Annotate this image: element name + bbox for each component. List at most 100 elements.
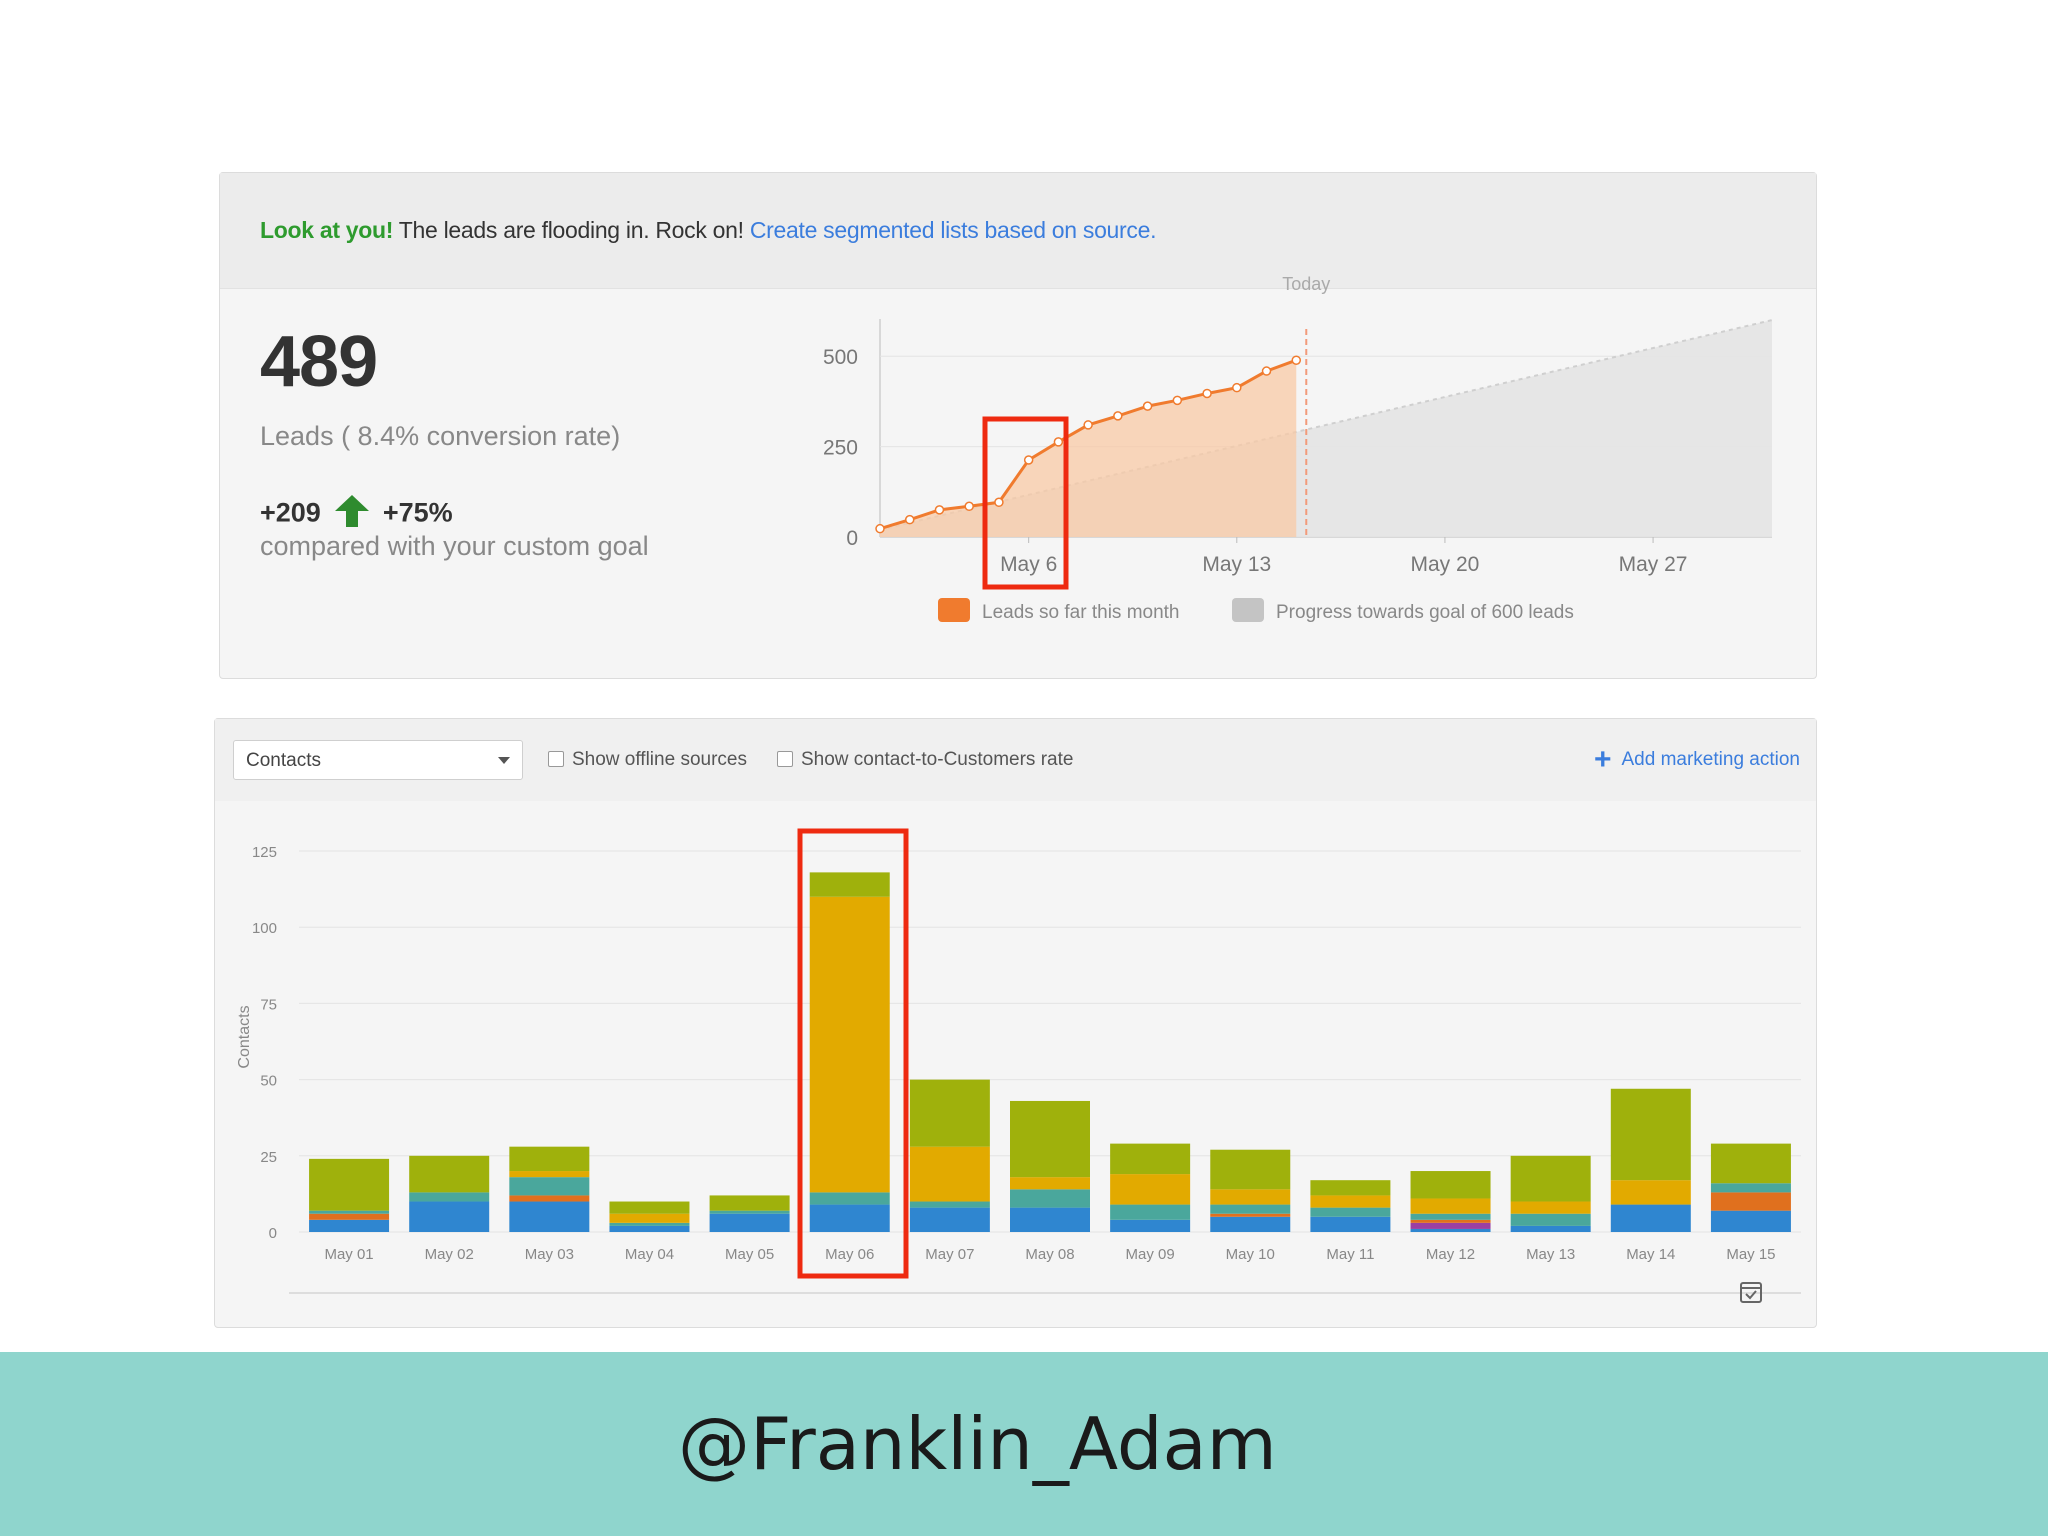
bar-segment bbox=[1010, 1177, 1090, 1190]
show-customer-rate-checkbox[interactable]: Show contact-to-Customers rate bbox=[777, 749, 1073, 771]
y-tick-label: 0 bbox=[846, 527, 858, 550]
notification-banner: Look at you! The leads are flooding in. … bbox=[220, 173, 1816, 289]
bar-segment bbox=[509, 1177, 590, 1196]
bar-segment bbox=[609, 1213, 690, 1223]
leads-point bbox=[1172, 395, 1183, 406]
y-axis-label: Contacts bbox=[236, 1005, 253, 1068]
metric-select-value: Contacts bbox=[246, 750, 321, 771]
legend-label-leads: Leads so far this month bbox=[982, 602, 1180, 623]
bar-segment bbox=[1410, 1198, 1491, 1214]
x-tick-label: May 10 bbox=[1226, 1246, 1275, 1263]
bar-segment bbox=[1410, 1228, 1491, 1232]
bar-segment bbox=[509, 1146, 590, 1172]
bar-segment bbox=[1510, 1213, 1591, 1226]
leads-point bbox=[1053, 437, 1064, 447]
add-marketing-action-link[interactable]: + Add marketing action bbox=[1594, 743, 1800, 777]
bar-segment bbox=[1510, 1201, 1591, 1214]
bar-segment bbox=[1310, 1216, 1391, 1232]
bar-segment bbox=[1410, 1219, 1491, 1223]
y-tick-label: 0 bbox=[269, 1225, 277, 1242]
leads-point bbox=[904, 514, 915, 525]
delta-absolute: +209 bbox=[260, 497, 321, 528]
bar-segment bbox=[1010, 1189, 1090, 1208]
legend-swatch-goal bbox=[1232, 598, 1264, 622]
leads-point bbox=[1202, 388, 1212, 399]
bar-segment bbox=[309, 1210, 390, 1214]
contacts-bar-chart: 125 100 75 50 25 0 Contacts May 01 May 02 May 03 M… bbox=[236, 844, 1801, 1303]
checkbox-box[interactable] bbox=[548, 751, 564, 767]
checkbox-box[interactable] bbox=[777, 751, 793, 767]
bar-segment bbox=[1710, 1192, 1791, 1211]
calendar-icon-check bbox=[1745, 1290, 1757, 1300]
bar-segment bbox=[409, 1201, 490, 1232]
bar-segment bbox=[1510, 1155, 1591, 1202]
bar-segment bbox=[1110, 1204, 1191, 1220]
leads-count: 489 bbox=[260, 322, 378, 402]
banner-text: Look at you! The leads are flooding in. … bbox=[260, 217, 1157, 244]
chevron-down-icon bbox=[498, 757, 510, 764]
x-tick-label: May 6 bbox=[1000, 553, 1057, 576]
bar-segment bbox=[1210, 1189, 1291, 1205]
bar-segment bbox=[1210, 1216, 1291, 1232]
x-tick-label: May 05 bbox=[725, 1246, 774, 1263]
bar-segment bbox=[809, 872, 890, 897]
bar-segment bbox=[709, 1210, 790, 1214]
segmented-lists-link[interactable]: Create segmented lists based on source. bbox=[749, 217, 1157, 243]
bar-segment bbox=[809, 1204, 890, 1232]
bar-segment bbox=[1010, 1100, 1090, 1178]
x-tick-label: May 12 bbox=[1426, 1246, 1475, 1263]
x-tick-label: May 06 bbox=[825, 1246, 874, 1263]
y-tick-label: 100 bbox=[252, 920, 277, 937]
bar-segment bbox=[409, 1192, 490, 1202]
bar-segment bbox=[309, 1158, 390, 1211]
bar-segment bbox=[609, 1222, 690, 1226]
leads-point bbox=[1083, 420, 1093, 430]
bar-segment bbox=[709, 1195, 790, 1211]
bar-segment bbox=[609, 1201, 690, 1214]
bar-segment bbox=[1310, 1180, 1391, 1196]
bar-segment bbox=[1210, 1213, 1291, 1217]
leads-point bbox=[1232, 382, 1242, 393]
y-tick-label: 125 bbox=[252, 844, 277, 861]
metric-select[interactable]: Contacts bbox=[233, 740, 523, 780]
contacts-panel: Contacts Show offline sources Show conta… bbox=[214, 718, 1817, 1328]
bar-segment bbox=[909, 1079, 990, 1147]
x-tick-label: May 15 bbox=[1726, 1246, 1775, 1263]
bar-segment bbox=[709, 1213, 790, 1232]
checkbox-label: Show offline sources bbox=[572, 749, 747, 770]
bar-segment bbox=[1410, 1213, 1491, 1220]
leads-point bbox=[1142, 401, 1153, 411]
checkbox-label: Show contact-to-Customers rate bbox=[801, 749, 1074, 770]
bar-segment bbox=[1110, 1174, 1191, 1205]
show-offline-sources-checkbox[interactable]: Show offline sources bbox=[548, 749, 747, 771]
leads-caption: Leads ( 8.4% conversion rate) bbox=[260, 421, 621, 451]
footer-bar: @Franklin_Adam bbox=[0, 1352, 2048, 1536]
y-tick-label: 250 bbox=[823, 437, 858, 460]
bar-segment bbox=[1310, 1195, 1391, 1208]
x-tick-label: May 03 bbox=[525, 1246, 574, 1263]
x-tick-label: May 20 bbox=[1410, 553, 1479, 576]
add-action-label: Add marketing action bbox=[1621, 749, 1801, 770]
bar-segment bbox=[1710, 1143, 1791, 1184]
x-tick-label: May 13 bbox=[1202, 553, 1271, 576]
plus-icon: + bbox=[1593, 743, 1612, 776]
y-tick-label: 25 bbox=[260, 1149, 277, 1166]
bar-segment bbox=[1310, 1207, 1391, 1217]
bar-segment bbox=[1610, 1088, 1691, 1181]
bar-segment bbox=[409, 1155, 490, 1193]
x-tick-label: May 11 bbox=[1326, 1246, 1374, 1263]
leads-point bbox=[1023, 455, 1034, 465]
x-tick-label: May 14 bbox=[1626, 1246, 1675, 1263]
delta-percent: +75% bbox=[382, 497, 453, 528]
bar-segment bbox=[1710, 1183, 1791, 1193]
leads-summary-panel: Look at you! The leads are flooding in. … bbox=[219, 172, 1817, 679]
chart-toolbar: Contacts Show offline sources Show conta… bbox=[215, 719, 1816, 801]
bar-segment bbox=[809, 896, 890, 1193]
up-arrow-icon bbox=[334, 495, 369, 534]
bar-segment bbox=[309, 1213, 390, 1220]
calendar-icon-frame bbox=[1740, 1282, 1762, 1303]
leads-point bbox=[1113, 411, 1123, 421]
bar-segment bbox=[1110, 1219, 1191, 1232]
banner-message: The leads are flooding in. Rock on! bbox=[393, 217, 750, 243]
bar-segment bbox=[1710, 1210, 1791, 1232]
